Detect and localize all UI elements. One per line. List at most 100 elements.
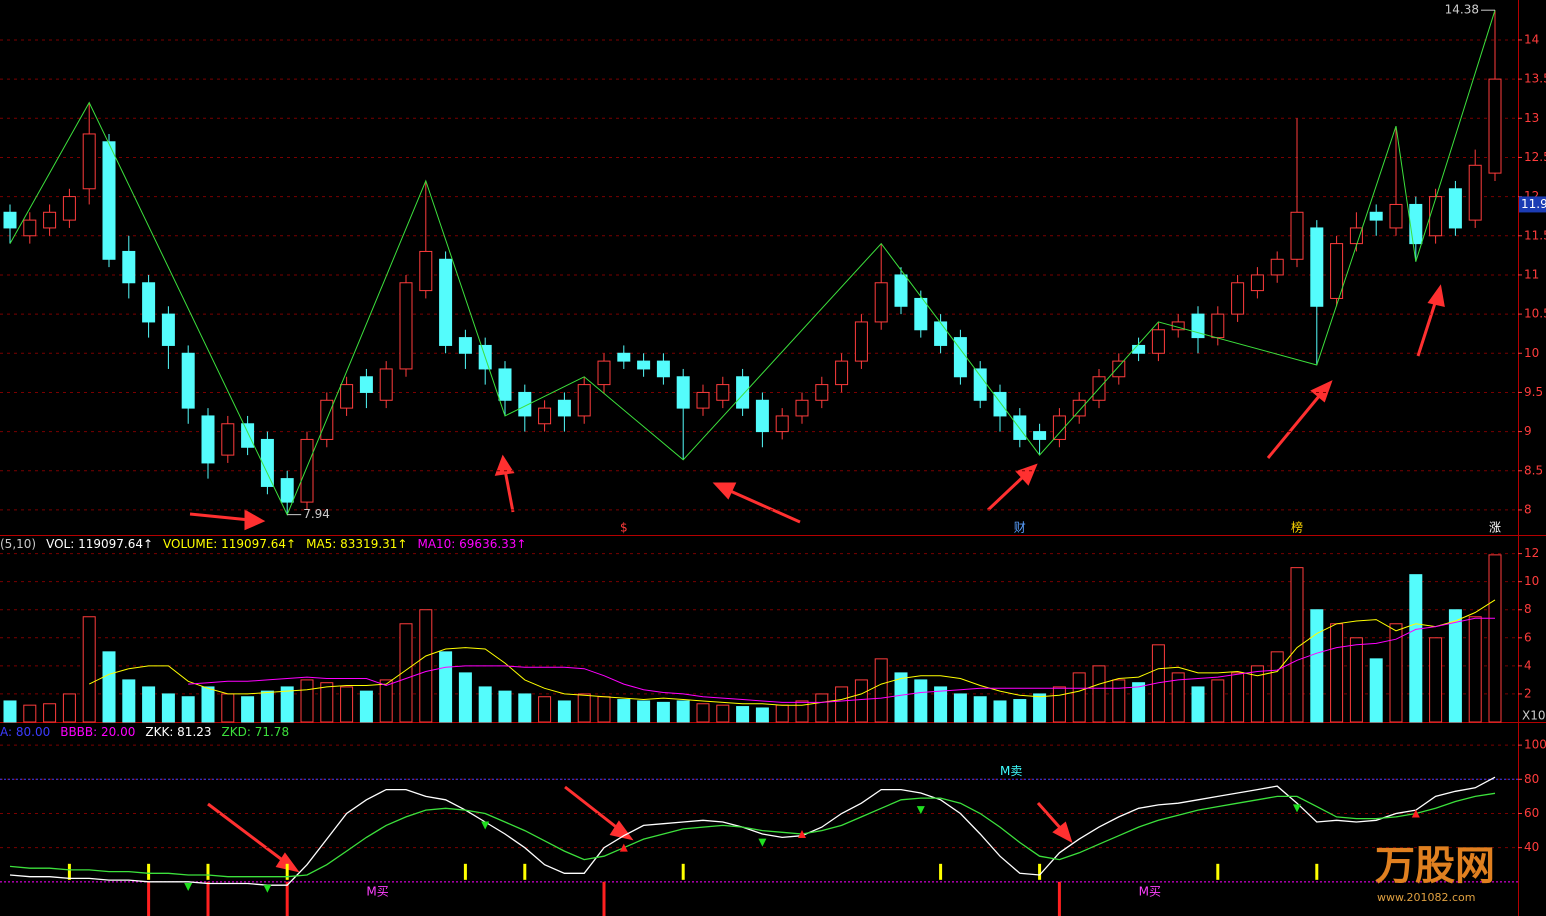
annotation-arrows [189,284,1445,873]
candle-body [736,376,750,409]
candle-body [1250,274,1264,292]
down-arrow [916,806,925,815]
volume-bar [894,672,908,723]
price-tag [1519,196,1546,213]
y-tick-label: 4 [1524,658,1532,672]
volume-bar [1112,679,1126,723]
buy-label: M买 [1139,884,1161,898]
down-arrow [184,882,193,891]
volume-bar [1429,637,1443,723]
y-tick-label: 12.5 [1524,150,1546,164]
candle-body [62,196,76,221]
volume-bar [1191,686,1205,723]
volume-bar [320,682,334,723]
candle-body [755,399,769,433]
volume-bar [439,651,453,723]
volume-bar [1072,672,1086,723]
volume-ma-line [188,617,1495,703]
candle-body [201,415,215,464]
volume-bar [538,696,552,723]
candle-body [458,337,472,354]
candle-body [1072,399,1086,417]
candle-body [815,384,829,401]
up-arrow [798,829,806,838]
candle-body [538,407,552,425]
candle-body [894,274,908,307]
candle-body [221,423,235,456]
candle-body [122,250,136,284]
volume-bar [1231,672,1245,723]
candle-body [696,391,710,409]
volume-bar [1052,686,1066,723]
buy-bar [206,881,210,916]
price-tag-label: 11.9 [1521,197,1546,211]
volume-bar [854,679,868,723]
candle-body [260,438,274,487]
volume-bar [874,658,888,723]
candle-body [577,384,591,417]
volume-bar [1468,616,1482,723]
volume-bar [953,693,967,723]
candle-body [419,250,433,292]
volume-bar [399,623,413,723]
y-tick-label: 6 [1524,630,1532,644]
y-tick-label: 40 [1524,840,1539,854]
candle-body [43,211,57,229]
volume-bar [736,706,750,723]
volume-bar [1389,623,1403,723]
up-arrow [619,843,628,852]
candle-body [1429,196,1443,237]
candle-body [914,297,928,331]
header-item: ZKD: 71.78 [222,725,290,739]
volume-bar [478,686,492,723]
volume-bar [379,679,393,723]
volume-bar [637,700,651,723]
y-tick-label: 10 [1524,346,1539,360]
y-tick-label: 14 [1524,32,1539,46]
volume-bar [340,686,354,723]
volume-bar [518,693,532,723]
header-item: VOLUME: 119097.64↑ [163,537,296,551]
volume-bar [914,679,928,723]
volume-bar [419,609,433,723]
volume-bar [1310,609,1324,723]
y-tick-label: 100 [1524,738,1546,752]
y-tick-label: 11 [1524,267,1539,281]
sell-label: M卖 [1000,764,1022,778]
volume-bar [62,693,76,723]
candle-body [1132,344,1146,354]
candle-body [835,360,849,386]
volume-bar [300,679,314,723]
candle-body [3,211,17,229]
volume-bar [1013,699,1027,723]
candle-body [102,141,116,260]
candle-body [300,438,314,503]
event-marker: $ [620,521,628,535]
volume-bar [973,696,987,723]
volume-bar [241,696,255,723]
candle-body [854,321,868,362]
volume-bar [1290,567,1304,723]
volume-bar [260,690,274,723]
volume-bar [1151,644,1165,723]
watermark-title: 万股网 [1375,843,1495,889]
candle-body [142,282,156,323]
buy-bar [285,881,289,916]
volume-bar [23,704,37,723]
candle-body [340,384,354,409]
volume-bar [716,704,730,723]
indicator-line [9,792,1496,878]
panel-header: (5,10) VOL: 119097.64↑ VOLUME: 119097.64↑ M… [0,537,526,551]
volume-bar [696,703,710,723]
volume-bar [577,693,591,723]
candle-body [1052,415,1066,440]
candle-body [1290,211,1304,260]
candle-body [1409,203,1423,245]
y-tick-label: 8 [1524,502,1532,516]
candle-body [1151,329,1165,354]
candle-body [1033,431,1047,440]
header-item: VOL: 119097.64↑ [46,537,153,551]
volume-bar [498,690,512,723]
volume-bar [1330,623,1344,723]
candle-body [23,219,37,237]
